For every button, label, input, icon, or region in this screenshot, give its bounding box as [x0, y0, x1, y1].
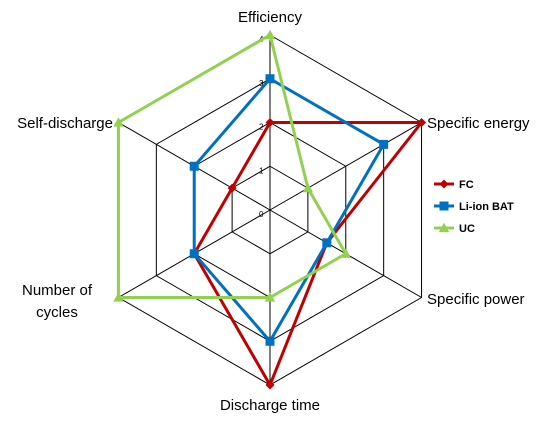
legend-item-li-ion-bat: Li-ion BAT	[434, 201, 514, 213]
axis-label-specific-energy: Specific energy	[427, 115, 530, 132]
tick-label-2: 2	[259, 123, 264, 132]
point-uc-self-discharge	[113, 117, 124, 127]
point-li-ion-bat-specific-energy	[379, 139, 389, 149]
grid-spoke-specific-energy	[269, 122, 422, 211]
legend-label-uc: UC	[459, 223, 475, 235]
point-fc-self-discharge	[227, 183, 237, 193]
point-li-ion-bat-specific-power	[322, 238, 332, 248]
radar-grid	[117, 34, 423, 386]
series-fc	[189, 118, 427, 390]
legend-marker-li-ion-bat	[439, 201, 449, 211]
axis-label-self-discharge: Self-discharge	[17, 115, 113, 132]
point-uc-discharge-time	[264, 292, 276, 302]
axis-label-specific-power: Specific power	[427, 291, 525, 308]
axis-labels: Efficiency Specific energy Specific power D…	[17, 9, 530, 414]
axis-label-number-of-cycles: Number of cycles	[22, 282, 93, 321]
legend-marker-uc	[438, 222, 450, 233]
tick-label-0: 0	[259, 210, 264, 219]
point-uc-efficiency	[264, 29, 276, 40]
tick-label-3: 3	[259, 79, 264, 88]
series-line-uc	[116, 32, 348, 299]
legend: FC Li-ion BAT UC	[434, 179, 514, 235]
series-uc	[113, 29, 351, 302]
series-li-ion-bat	[189, 74, 389, 346]
point-uc-specific-energy	[302, 182, 314, 193]
legend-item-uc: UC	[434, 222, 475, 235]
legend-label-fc: FC	[459, 179, 474, 191]
series-line-fc	[192, 121, 425, 389]
point-li-ion-bat-efficiency	[265, 74, 275, 84]
data-series	[113, 29, 427, 390]
legend-item-fc: FC	[434, 179, 474, 191]
point-li-ion-bat-discharge-time	[265, 336, 275, 346]
point-li-ion-bat-self-discharge	[189, 161, 199, 171]
legend-label-li-ion-bat: Li-ion BAT	[459, 201, 514, 213]
axis-label-discharge-time: Discharge time	[220, 397, 320, 414]
point-uc-number-of-cycles	[113, 292, 124, 302]
tick-label-1: 1	[259, 166, 264, 175]
point-fc-specific-energy	[417, 118, 427, 127]
point-fc-discharge-time	[265, 380, 275, 390]
point-li-ion-bat-number-of-cycles	[189, 249, 199, 259]
axis-label-efficiency: Efficiency	[238, 9, 302, 26]
point-uc-specific-power	[340, 248, 351, 258]
point-fc-efficiency	[265, 118, 275, 127]
legend-marker-fc	[439, 179, 449, 189]
